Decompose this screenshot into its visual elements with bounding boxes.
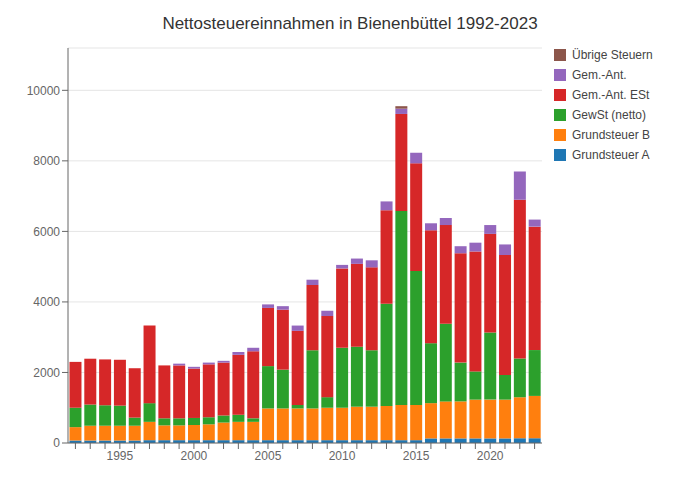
svg-text:8000: 8000 [33, 154, 60, 168]
html-text:Übrige Steuern: Übrige Steuern [572, 48, 653, 62]
svg-text:6000: 6000 [33, 225, 60, 239]
svg-text:4000: 4000 [33, 295, 60, 309]
svg-text:2020: 2020 [477, 449, 504, 463]
svg-text:1995: 1995 [106, 449, 133, 463]
html-text:GewSt (netto): GewSt (netto) [572, 108, 646, 122]
svg-text:2015: 2015 [403, 449, 430, 463]
svg-text:2005: 2005 [255, 449, 282, 463]
html-text:Grundsteuer B: Grundsteuer B [572, 128, 650, 142]
svg-text:2000: 2000 [181, 449, 208, 463]
svg-text:0: 0 [53, 436, 60, 450]
svg-text:2000: 2000 [33, 366, 60, 380]
svg-text:2010: 2010 [329, 449, 356, 463]
svg-text:10000: 10000 [27, 84, 61, 98]
html-text:Nettosteuereinnahmen in Bienen: Nettosteuereinnahmen in Bienenbüttel 199… [162, 14, 538, 33]
html-text:Gem.-Ant. ESt: Gem.-Ant. ESt [572, 88, 650, 102]
html-text:Gem.-Ant.: Gem.-Ant. [572, 68, 627, 82]
html-text:Grundsteuer A: Grundsteuer A [572, 148, 650, 162]
